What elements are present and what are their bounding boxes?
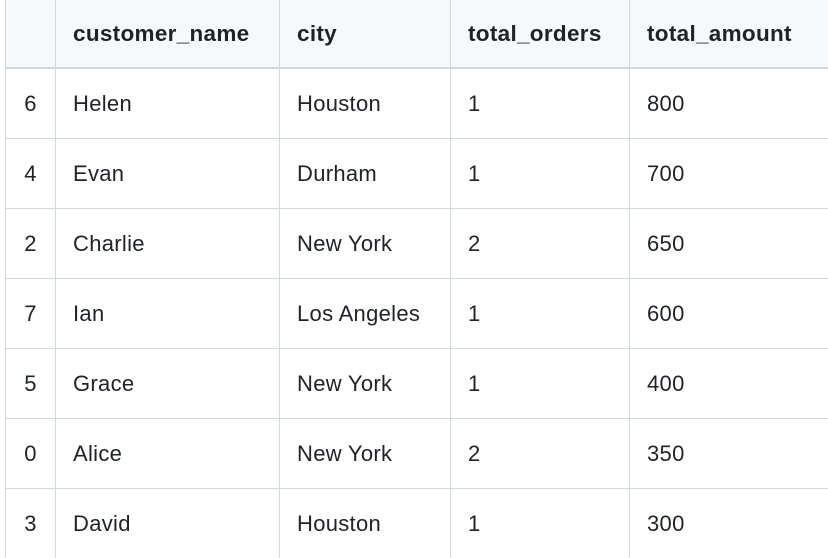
row-index: 6 bbox=[5, 69, 55, 138]
table-row: 2 Charlie New York 2 650 bbox=[5, 209, 828, 279]
header-city[interactable]: city bbox=[279, 0, 450, 67]
table-row: 7 Ian Los Angeles 1 600 bbox=[5, 279, 828, 349]
total-orders-cell: 1 bbox=[450, 139, 629, 208]
row-index: 5 bbox=[5, 349, 55, 418]
header-total-orders[interactable]: total_orders bbox=[450, 0, 629, 67]
customer-name-cell: Ian bbox=[55, 279, 279, 348]
table-row: 0 Alice New York 2 350 bbox=[5, 419, 828, 489]
customer-name-cell: Charlie bbox=[55, 209, 279, 278]
city-cell: New York bbox=[279, 349, 450, 418]
city-cell: Houston bbox=[279, 69, 450, 138]
city-cell: Durham bbox=[279, 139, 450, 208]
customer-name-cell: David bbox=[55, 489, 279, 558]
total-orders-cell: 1 bbox=[450, 349, 629, 418]
total-amount-cell: 650 bbox=[629, 209, 828, 278]
city-cell: New York bbox=[279, 209, 450, 278]
total-amount-cell: 700 bbox=[629, 139, 828, 208]
header-customer-name[interactable]: customer_name bbox=[55, 0, 279, 67]
row-index: 0 bbox=[5, 419, 55, 488]
table-header-row: customer_name city total_orders total_am… bbox=[5, 0, 828, 69]
total-orders-cell: 1 bbox=[450, 489, 629, 558]
table-row: 6 Helen Houston 1 800 bbox=[5, 69, 828, 139]
row-index: 4 bbox=[5, 139, 55, 208]
total-amount-cell: 600 bbox=[629, 279, 828, 348]
total-orders-cell: 2 bbox=[450, 209, 629, 278]
table-row: 5 Grace New York 1 400 bbox=[5, 349, 828, 419]
customer-name-cell: Alice bbox=[55, 419, 279, 488]
total-amount-cell: 400 bbox=[629, 349, 828, 418]
total-amount-cell: 300 bbox=[629, 489, 828, 558]
header-index bbox=[5, 0, 55, 67]
row-index: 3 bbox=[5, 489, 55, 558]
table-row: 3 David Houston 1 300 bbox=[5, 489, 828, 558]
customer-name-cell: Helen bbox=[55, 69, 279, 138]
header-total-amount[interactable]: total_amount bbox=[629, 0, 828, 67]
data-table: customer_name city total_orders total_am… bbox=[5, 0, 828, 558]
row-index: 7 bbox=[5, 279, 55, 348]
city-cell: Los Angeles bbox=[279, 279, 450, 348]
total-orders-cell: 1 bbox=[450, 69, 629, 138]
customer-name-cell: Evan bbox=[55, 139, 279, 208]
table-row: 4 Evan Durham 1 700 bbox=[5, 139, 828, 209]
total-orders-cell: 1 bbox=[450, 279, 629, 348]
total-orders-cell: 2 bbox=[450, 419, 629, 488]
total-amount-cell: 800 bbox=[629, 69, 828, 138]
city-cell: New York bbox=[279, 419, 450, 488]
customer-name-cell: Grace bbox=[55, 349, 279, 418]
total-amount-cell: 350 bbox=[629, 419, 828, 488]
city-cell: Houston bbox=[279, 489, 450, 558]
row-index: 2 bbox=[5, 209, 55, 278]
